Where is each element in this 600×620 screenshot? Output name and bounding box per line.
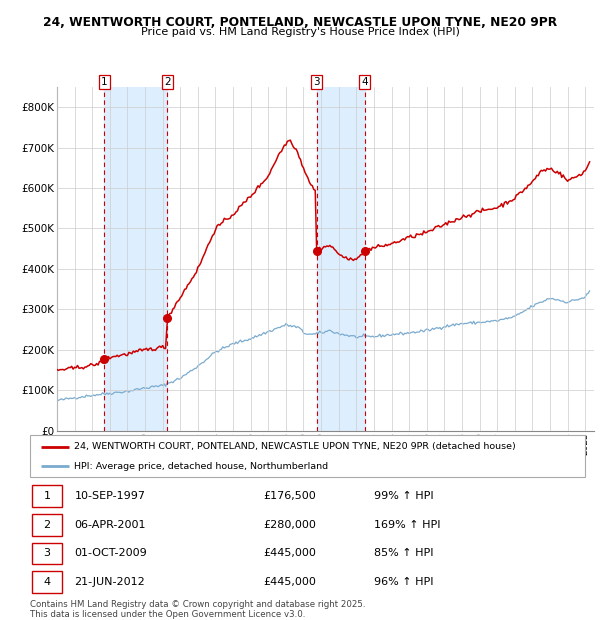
FancyBboxPatch shape bbox=[30, 435, 585, 477]
Text: 85% ↑ HPI: 85% ↑ HPI bbox=[374, 549, 434, 559]
Text: 10-SEP-1997: 10-SEP-1997 bbox=[74, 491, 145, 501]
Text: 2: 2 bbox=[43, 520, 50, 529]
Text: 21-JUN-2012: 21-JUN-2012 bbox=[74, 577, 145, 587]
Text: 01-OCT-2009: 01-OCT-2009 bbox=[74, 549, 147, 559]
Text: 4: 4 bbox=[43, 577, 50, 587]
Text: 4: 4 bbox=[361, 77, 368, 87]
Text: HPI: Average price, detached house, Northumberland: HPI: Average price, detached house, Nort… bbox=[74, 461, 329, 471]
FancyBboxPatch shape bbox=[32, 485, 62, 507]
Text: £445,000: £445,000 bbox=[263, 549, 316, 559]
Text: £445,000: £445,000 bbox=[263, 577, 316, 587]
Bar bbox=[104, 87, 167, 431]
FancyBboxPatch shape bbox=[32, 542, 62, 564]
Text: 06-APR-2001: 06-APR-2001 bbox=[74, 520, 146, 529]
Text: 1: 1 bbox=[101, 77, 108, 87]
Text: 3: 3 bbox=[313, 77, 320, 87]
Text: £280,000: £280,000 bbox=[263, 520, 316, 529]
Text: 2: 2 bbox=[164, 77, 170, 87]
Text: Price paid vs. HM Land Registry's House Price Index (HPI): Price paid vs. HM Land Registry's House … bbox=[140, 27, 460, 37]
Text: £176,500: £176,500 bbox=[263, 491, 316, 501]
Text: 24, WENTWORTH COURT, PONTELAND, NEWCASTLE UPON TYNE, NE20 9PR (detached house): 24, WENTWORTH COURT, PONTELAND, NEWCASTL… bbox=[74, 442, 516, 451]
Bar bbox=[317, 87, 365, 431]
FancyBboxPatch shape bbox=[32, 514, 62, 536]
Text: 169% ↑ HPI: 169% ↑ HPI bbox=[374, 520, 440, 529]
Text: Contains HM Land Registry data © Crown copyright and database right 2025.
This d: Contains HM Land Registry data © Crown c… bbox=[30, 600, 365, 619]
Text: 3: 3 bbox=[43, 549, 50, 559]
FancyBboxPatch shape bbox=[32, 571, 62, 593]
Text: 99% ↑ HPI: 99% ↑ HPI bbox=[374, 491, 434, 501]
Text: 1: 1 bbox=[43, 491, 50, 501]
Text: 24, WENTWORTH COURT, PONTELAND, NEWCASTLE UPON TYNE, NE20 9PR: 24, WENTWORTH COURT, PONTELAND, NEWCASTL… bbox=[43, 16, 557, 29]
Text: 96% ↑ HPI: 96% ↑ HPI bbox=[374, 577, 434, 587]
